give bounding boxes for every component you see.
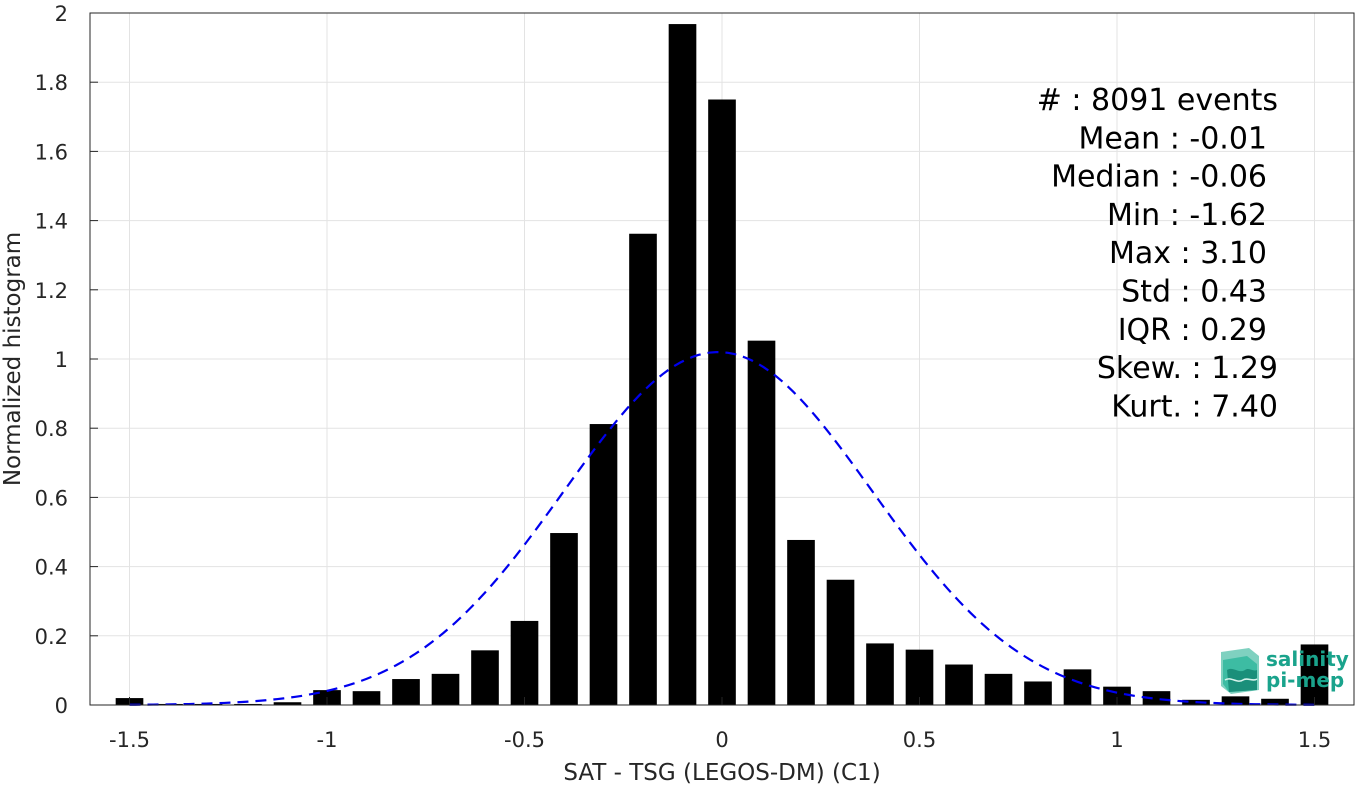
y-tick-label: 0.8: [35, 417, 68, 441]
histogram-bar: [510, 620, 539, 705]
stats-line: Mean : -0.01: [1078, 121, 1267, 156]
y-tick-label: 1.2: [35, 279, 68, 303]
histogram-bar: [550, 533, 578, 705]
logo-wave-icon: [1221, 648, 1259, 694]
histogram-bar: [471, 650, 499, 705]
stats-line: Median : -0.06: [1051, 160, 1267, 195]
x-tick-label: -0.5: [504, 728, 545, 752]
histogram-bar: [747, 340, 776, 705]
x-axis-label: SAT - TSG (LEGOS-DM) (C1): [563, 760, 880, 785]
logo-line1: salinity: [1266, 647, 1349, 671]
x-tick-label: 1: [1110, 728, 1123, 752]
histogram-bar: [787, 539, 815, 705]
histogram-bar: [234, 703, 262, 705]
y-axis-ticks: 0 0.2 0.4 0.6 0.8 1 1.2 1.4 1.6 1.8 2: [35, 2, 98, 718]
y-tick-label: 1.8: [35, 71, 68, 95]
histogram-bar: [1221, 696, 1250, 705]
x-axis-ticks: -1.5 -1 -0.5 0 0.5 1 1.5: [109, 697, 1331, 752]
x-tick-label: 1.5: [1298, 728, 1331, 752]
histogram-bar: [1063, 669, 1092, 705]
stats-line: Min : -1.62: [1107, 198, 1267, 233]
gaussian-fit-curve: [129, 351, 1315, 706]
x-tick-label: -1.5: [109, 728, 150, 752]
histogram-bar: [392, 679, 420, 705]
histogram-bar: [589, 424, 618, 705]
histogram-bar: [1142, 691, 1171, 705]
histogram-bar: [945, 664, 973, 705]
stats-line: Max : 3.10: [1109, 236, 1267, 271]
y-tick-label: 0.4: [35, 556, 68, 580]
histogram-bar: [352, 691, 381, 705]
y-tick-label: 0.6: [35, 486, 68, 510]
stats-line: Kurt. : 7.40: [1111, 389, 1278, 424]
histogram-bar: [273, 702, 302, 705]
histogram-bar: [708, 99, 736, 705]
histogram-bar: [826, 579, 855, 705]
histogram-bar: [431, 673, 460, 705]
x-tick-label: 0: [715, 728, 728, 752]
y-tick-label: 1.4: [35, 210, 68, 234]
histogram-bars: [115, 24, 1329, 706]
y-tick-label: 1: [55, 348, 68, 372]
y-axis-label: Normalized histogram: [0, 232, 26, 486]
logo-line2: pi-mep: [1266, 668, 1344, 692]
y-tick-label: 0: [55, 694, 68, 718]
histogram-bar: [1300, 644, 1329, 705]
histogram-bar: [1261, 698, 1289, 705]
histogram-bar: [1024, 681, 1052, 705]
salinity-pi-mep-logo: salinity pi-mep: [1221, 647, 1349, 694]
y-tick-label: 0.2: [35, 625, 68, 649]
x-tick-label: 0.5: [903, 728, 936, 752]
stats-line: IQR : 0.29: [1118, 313, 1267, 348]
x-tick-label: -1: [317, 728, 338, 752]
histogram-bar: [866, 643, 894, 705]
histogram-bar: [984, 673, 1013, 705]
histogram-bar: [668, 24, 697, 705]
y-tick-label: 1.6: [35, 140, 68, 164]
y-tick-label: 2: [55, 2, 68, 26]
stats-line: Skew. : 1.29: [1097, 351, 1278, 386]
stats-line: # : 8091 events: [1037, 83, 1278, 118]
stats-line: Std : 0.43: [1121, 275, 1267, 310]
histogram-bar: [629, 233, 657, 706]
histogram-bar: [905, 649, 934, 705]
